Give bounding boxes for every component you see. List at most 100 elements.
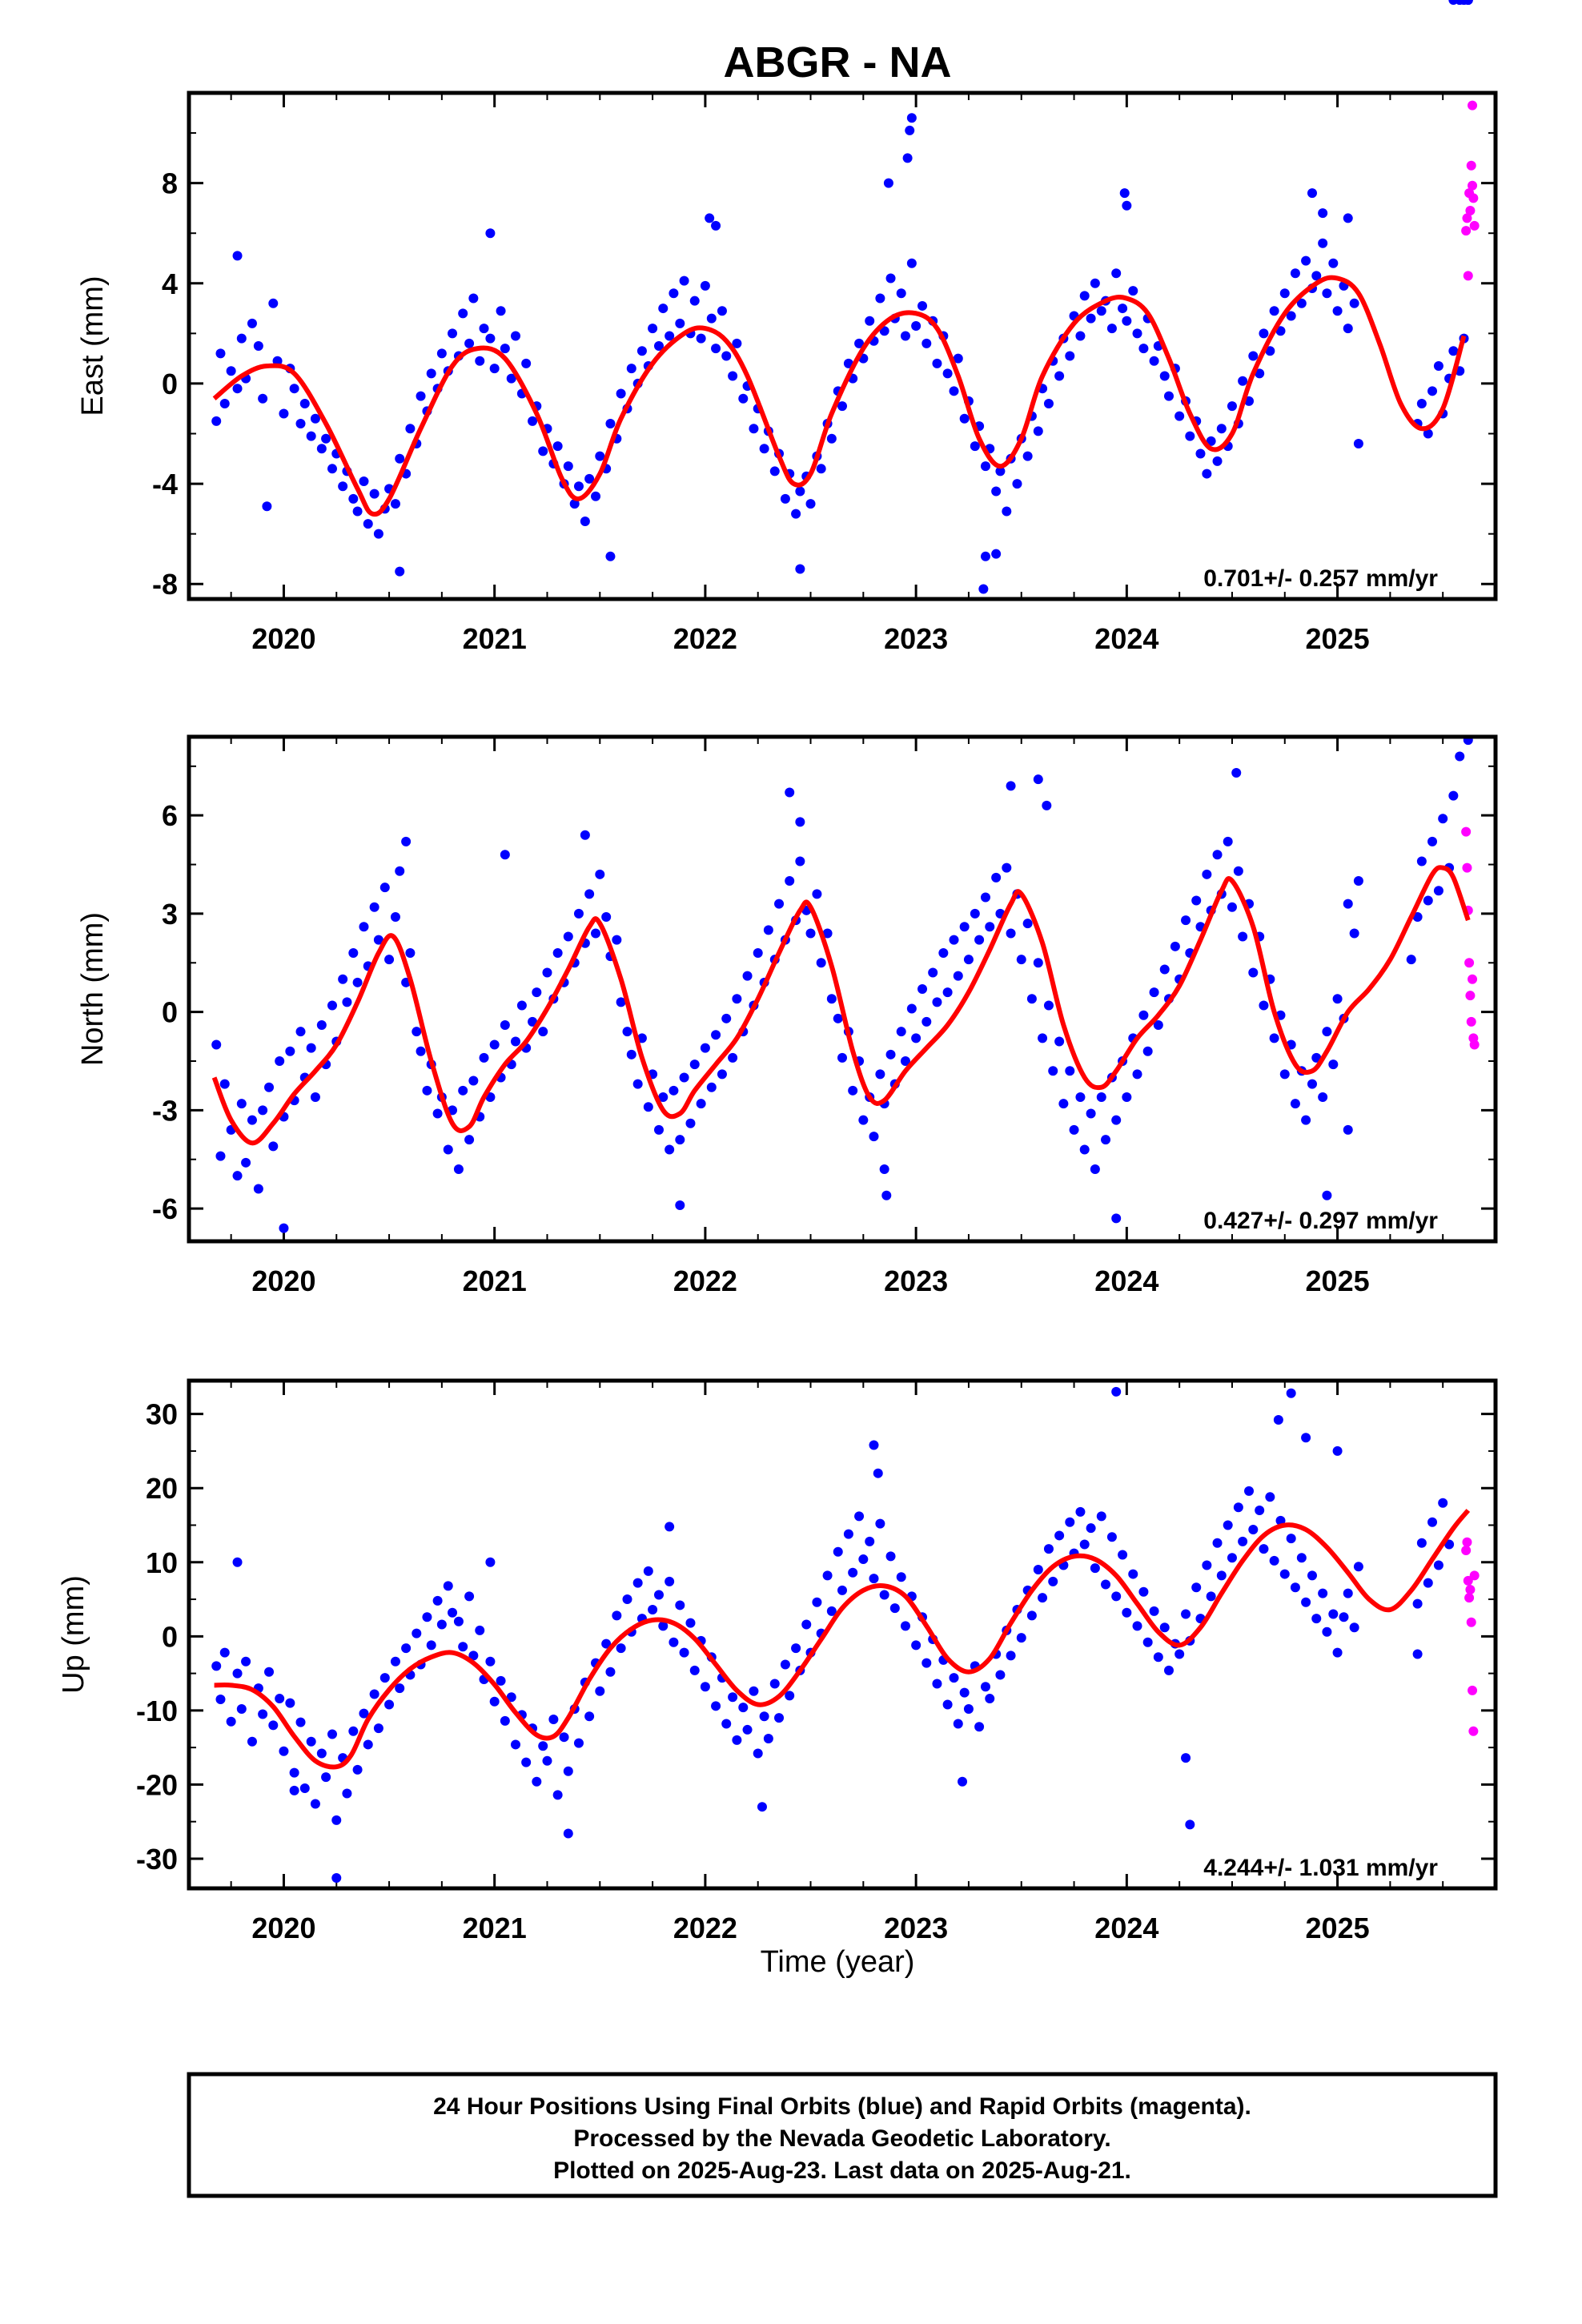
north-final-point xyxy=(1101,1135,1111,1145)
north-final-point xyxy=(636,1033,647,1043)
up-panel: 2020 2021 2022 2023 2024 2025-30-20-100102030… xyxy=(57,0,1498,1944)
north-final-point xyxy=(942,987,953,998)
north-final-point xyxy=(991,872,1002,883)
north-final-point xyxy=(959,922,970,932)
east-final-point xyxy=(479,324,489,334)
up-final-point xyxy=(342,1788,352,1799)
up-final-point xyxy=(1343,1588,1353,1598)
north-final-point xyxy=(970,908,980,919)
east-final-point xyxy=(1054,371,1065,381)
east-rapid-point xyxy=(1468,180,1478,191)
east-final-point xyxy=(791,509,801,519)
north-final-point xyxy=(1438,814,1448,824)
north-final-point xyxy=(953,971,963,981)
up-final-point xyxy=(1216,1570,1227,1581)
north-final-point xyxy=(458,1085,468,1096)
east-final-point xyxy=(316,444,327,454)
east-final-point xyxy=(837,401,847,412)
east-final-point xyxy=(1159,371,1170,381)
up-final-point xyxy=(448,1607,458,1618)
east-final-point xyxy=(521,358,532,368)
east-final-point xyxy=(595,451,605,461)
up-final-point xyxy=(485,1557,496,1567)
east-final-point xyxy=(306,431,316,441)
north-final-point xyxy=(885,1049,896,1059)
north-final-point xyxy=(896,1027,906,1037)
east-final-point xyxy=(1174,411,1185,421)
up-final-point xyxy=(327,1729,337,1739)
north-final-point xyxy=(785,876,795,886)
north-final-point xyxy=(241,1157,251,1168)
north-final-point xyxy=(247,1115,257,1125)
east-final-point xyxy=(1318,208,1328,219)
up-final-point xyxy=(605,1667,616,1677)
north-final-point xyxy=(232,1171,243,1181)
up-final-point xyxy=(1269,1555,1279,1566)
up-final-point xyxy=(1412,1598,1423,1609)
east-final-point xyxy=(616,388,626,399)
north-final-point xyxy=(1332,994,1343,1004)
up-final-point xyxy=(980,1682,990,1692)
north-final-point xyxy=(985,922,995,932)
north-final-point xyxy=(858,1115,869,1125)
north-final-point xyxy=(1006,781,1016,791)
up-final-point xyxy=(601,1638,612,1649)
north-final-point xyxy=(679,1072,689,1083)
footer-line-1: 24 Hour Positions Using Final Orbits (bl… xyxy=(433,2093,1251,2120)
up-final-point xyxy=(1149,1606,1159,1616)
north-final-point xyxy=(848,1085,858,1096)
up-rapid-point xyxy=(1462,1537,1472,1547)
up-final-point xyxy=(279,1746,289,1756)
east-final-point xyxy=(769,466,780,476)
up-final-point xyxy=(1090,1563,1100,1574)
up-final-point xyxy=(757,1802,767,1812)
up-final-point xyxy=(1412,1649,1423,1659)
north-final-point xyxy=(595,869,605,879)
up-final-point xyxy=(552,1790,563,1800)
east-rapid-point xyxy=(1463,271,1473,281)
north-y-tick-label: 6 xyxy=(162,799,178,832)
up-final-point xyxy=(1118,1550,1128,1560)
up-final-point xyxy=(721,1719,732,1729)
footer-line-3: Plotted on 2025-Aug-23. Last data on 202… xyxy=(553,2157,1131,2184)
north-x-tick-label: 2021 xyxy=(463,1265,527,1297)
up-final-point xyxy=(665,1522,675,1532)
up-rapid-point xyxy=(1461,1545,1472,1555)
up-final-point xyxy=(932,1679,942,1689)
east-final-point xyxy=(605,551,616,561)
north-final-point xyxy=(1318,1092,1328,1102)
up-final-point xyxy=(275,1694,285,1704)
east-final-point xyxy=(348,493,359,504)
up-final-point xyxy=(432,1595,443,1606)
up-final-point xyxy=(464,1591,475,1602)
north-final-point xyxy=(1191,895,1202,906)
north-final-point xyxy=(1279,1069,1290,1080)
east-final-point xyxy=(215,348,226,359)
east-final-point xyxy=(991,486,1002,497)
up-final-point xyxy=(285,1698,295,1708)
east-y-tick-label: -4 xyxy=(152,468,178,501)
up-final-point xyxy=(1259,1544,1269,1554)
north-final-point xyxy=(932,997,942,1007)
east-final-point xyxy=(1033,426,1043,436)
up-final-point xyxy=(949,1673,959,1683)
east-final-point xyxy=(896,288,906,299)
up-final-point xyxy=(648,1604,658,1614)
north-final-point xyxy=(601,912,612,922)
east-final-point xyxy=(1206,436,1216,446)
north-final-point xyxy=(1096,1092,1106,1102)
up-y-tick-label: 30 xyxy=(146,1398,178,1431)
east-final-point xyxy=(1259,328,1269,339)
east-rapid-point xyxy=(1465,206,1476,216)
up-final-point xyxy=(1212,1538,1223,1548)
east-final-point xyxy=(921,338,932,348)
up-final-point xyxy=(763,1734,773,1744)
up-y-tick-label: 10 xyxy=(146,1546,178,1579)
north-final-point xyxy=(316,1020,327,1030)
east-final-point xyxy=(279,408,289,419)
north-final-point xyxy=(1343,1124,1353,1135)
up-final-point xyxy=(889,1603,900,1614)
up-final-point xyxy=(1128,1569,1138,1579)
north-final-point xyxy=(268,1141,279,1152)
up-final-point xyxy=(900,1621,910,1631)
